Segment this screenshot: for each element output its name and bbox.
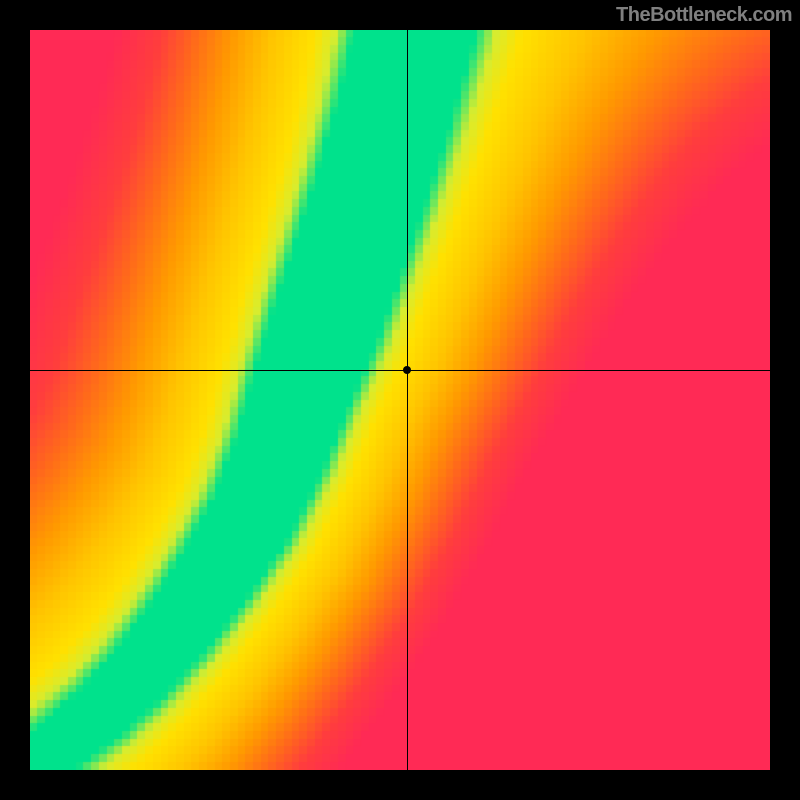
heatmap-canvas bbox=[30, 30, 770, 770]
crosshair-vertical bbox=[407, 30, 408, 770]
heatmap-plot bbox=[30, 30, 770, 770]
watermark-text: TheBottleneck.com bbox=[616, 4, 792, 27]
crosshair-dot bbox=[403, 366, 411, 374]
crosshair-horizontal bbox=[30, 370, 770, 371]
